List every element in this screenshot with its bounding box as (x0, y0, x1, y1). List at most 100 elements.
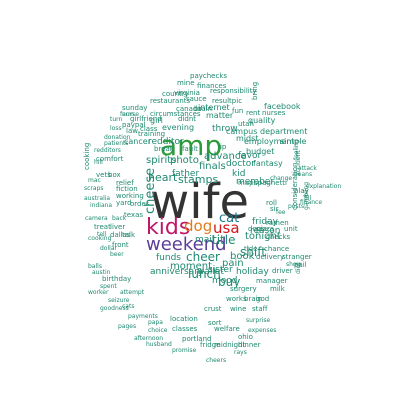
cloud-word: spirits (146, 155, 177, 166)
cloud-word: tonight (245, 231, 281, 242)
cloud-word: utah (238, 120, 254, 128)
cloud-word: fiction (116, 185, 138, 193)
cloud-word: employment (244, 137, 295, 146)
cloud-word: responsibility (210, 87, 257, 95)
cloud-word: fault (182, 145, 198, 153)
cloud-word: circumstances (150, 110, 201, 118)
cloud-word: favor (238, 151, 262, 161)
cloud-word: doctor (226, 159, 255, 169)
cloud-word: chance (264, 245, 290, 253)
cloud-word: weekend (146, 234, 227, 255)
cloud-word: evening (162, 123, 195, 132)
cloud-word: nurse (122, 111, 139, 118)
cloud-word: lunch (188, 267, 221, 281)
cloud-word: cats (122, 303, 135, 310)
cloud-word: driver (272, 267, 293, 275)
cloud-word: campus (226, 127, 258, 136)
cloud-word: cat (219, 211, 240, 226)
cloud-word: member (236, 177, 275, 187)
cloud-word: show (286, 261, 302, 268)
cloud-word: law (126, 127, 138, 135)
cloud-word: papa (148, 319, 163, 326)
cloud-word: stamps (178, 173, 219, 186)
cloud-word: tide (244, 245, 258, 253)
cloud-word: spaghetti (254, 179, 288, 187)
cloud-word: scraps (84, 185, 104, 192)
cloud-word: midnight (214, 341, 246, 349)
cloud-word: quality (248, 116, 276, 125)
cloud-word: pain (222, 258, 244, 269)
cloud-word: spent (100, 283, 117, 290)
cloud-word: matter (206, 111, 234, 120)
cloud-word: brain (244, 295, 262, 303)
cloud-word: mac (88, 177, 101, 184)
cloud-word: country (162, 90, 189, 98)
cloud-word: anniversary (150, 267, 204, 277)
cloud-word: sister (208, 265, 233, 275)
cloud-word: surprise (246, 317, 271, 324)
cloud-word: pizza (256, 225, 275, 233)
cloud-word: throw (212, 124, 238, 134)
cloud-word: father (172, 169, 200, 179)
cloud-word: cheers (206, 357, 227, 364)
cloud-word: crust (204, 305, 222, 313)
cloud-word: cooking (88, 235, 112, 242)
cloud-word: funds (156, 253, 181, 263)
cloud-word: hill (94, 159, 103, 166)
cloud-word: indiana (90, 202, 113, 209)
cloud-word: front (112, 241, 129, 249)
cloud-word: checks (266, 233, 291, 241)
cloud-word: patients (104, 140, 129, 147)
cloud-word: redditor (148, 137, 184, 147)
cloud-word: break (154, 145, 174, 153)
cloud-word: wallet (197, 267, 224, 277)
cloud-word: balls (88, 263, 102, 270)
cloud-word: wine (230, 305, 247, 313)
cloud-word: buy (218, 275, 241, 289)
cloud-word: dog (184, 217, 213, 235)
cloud-word: posts (288, 203, 305, 210)
cloud-word: payments (128, 313, 158, 320)
cloud-word: feeling (293, 139, 300, 160)
cloud-word: beans (294, 171, 313, 178)
cloud-word: box (108, 171, 121, 179)
cloud-word: classes (172, 325, 198, 333)
cloud-word: girl (150, 116, 163, 125)
cloud-word: relief (116, 179, 134, 187)
cloud-word: simple (280, 137, 307, 146)
cloud-word: holiday (236, 267, 269, 277)
cloud-word: paychecks (190, 72, 228, 80)
cloud-word: virginia (174, 89, 200, 97)
cloud-word: resultpic (212, 97, 243, 105)
cloud-word: paypal (122, 121, 146, 129)
cloud-word: facebook (264, 102, 301, 111)
cloud-word: amp (160, 129, 223, 162)
cloud-word: brain (194, 105, 212, 113)
cloud-word: liver (110, 223, 126, 231)
cloud-word: milk (270, 285, 285, 293)
cloud-word: mood (212, 276, 238, 286)
cloud-word: diet (295, 262, 302, 274)
cloud-word: delivery (256, 253, 285, 261)
cloud-word: attack (298, 165, 317, 172)
cloud-word: attempt (120, 289, 145, 296)
cloud-word: training (138, 130, 166, 138)
cloud-word: ramen (266, 219, 289, 227)
cloud-word: fill (304, 195, 312, 202)
cloud-word: class (140, 125, 158, 133)
cloud-word: girlfriend (130, 115, 162, 123)
cloud-word: loss (110, 125, 122, 132)
cloud-word: didnt (178, 115, 197, 123)
cloud-word: change (270, 175, 293, 182)
cloud-word: fee (276, 209, 286, 216)
cloud-word: sunday (122, 104, 148, 112)
cloud-word: portland (182, 335, 212, 343)
cloud-word: budget (246, 147, 275, 156)
cloud-word: goodness (100, 305, 129, 312)
cloud-word: dogs (248, 225, 265, 233)
cloud-word: donation (104, 134, 131, 141)
cloud-word: expenses (248, 327, 277, 334)
cloud-word: maps (238, 179, 258, 187)
cloud-word: rent (246, 109, 261, 117)
